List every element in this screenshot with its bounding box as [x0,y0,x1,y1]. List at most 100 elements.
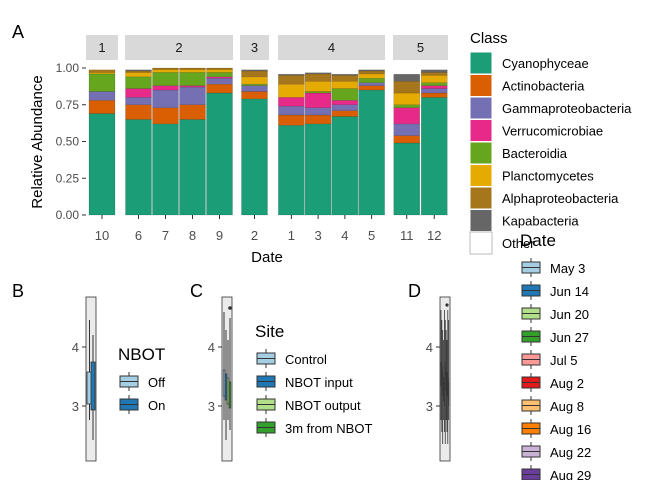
legend-label: Other [502,236,535,251]
facet-strip-label: 4 [328,40,335,55]
facet-strip [86,35,118,60]
legend-key [469,164,493,187]
facet-strip-label: 2 [175,40,182,55]
stacked-bar-segment [241,98,268,216]
box-body [222,369,226,397]
y-tick-label: 0.50 [56,135,80,149]
legend-label: Alphaproteobacteria [502,191,619,206]
stacked-bar-segment [241,70,268,78]
x-tick-label: 2 [251,228,258,243]
legend-key [469,74,493,97]
stacked-bar-segment [304,92,332,108]
stacked-bar-segment [179,119,206,216]
stacked-bar-segment [304,114,332,125]
legend-title-class: Class [470,30,508,47]
legend-label: Verrucomicrobiae [502,124,603,139]
box-body [442,372,444,396]
stacked-bar-segment [358,89,385,216]
panel-label-d: D [408,281,421,301]
box-body [224,373,228,401]
box-body [440,362,442,386]
x-tick-label: 3 [315,228,322,243]
box-body [445,367,447,391]
legend-label: NBOT output [285,398,361,413]
stacked-bar-segment [358,67,385,70]
stacked-bar-segment [206,69,233,73]
y-tick-label: 3 [426,399,433,414]
y-tick-label: 1.00 [56,61,80,75]
legend-label: Gammaproteobacteria [502,101,632,116]
stacked-bar-segment [88,69,116,73]
stacked-bar-segment [241,91,268,100]
stacked-bar-segment [125,76,152,89]
box-body [444,362,446,386]
stacked-bar-segment [278,114,305,126]
x-tick-label: 7 [162,228,169,243]
y-axis-title: Relative Abundance [29,75,46,208]
x-tick-label: 12 [427,228,441,243]
y-tick-label: 4 [426,340,433,355]
stacked-bar-segment [152,69,179,73]
stacked-bar-segment [152,72,179,86]
y-tick-label: 3 [72,399,79,414]
stacked-bar-segment [331,110,359,117]
legend-label: May 3 [550,261,585,276]
box-outlier [445,303,449,307]
legend-label: Jun 27 [550,330,589,345]
stacked-bar-segment [241,85,268,92]
legend-key [469,51,493,75]
legend-key [469,209,493,232]
facet-strip-label: 1 [98,40,105,55]
y-tick-label: 3 [208,399,215,414]
stacked-bar-segment [393,92,420,105]
stacked-bar-segment [241,76,268,85]
stacked-bar-segment [88,67,116,70]
stacked-bar-segment [179,72,206,86]
stacked-bar-segment [331,67,359,75]
stacked-bar-segment [125,119,152,216]
legend-title-d: Date [520,231,556,250]
stacked-bar-segment [278,105,305,116]
x-tick-label: 8 [189,228,196,243]
legend-label: Kapabacteria [502,214,579,229]
stacked-bar-segment [331,100,359,105]
stacked-bar-segment [358,85,385,91]
stacked-bar-segment [125,88,152,98]
stacked-bar-segment [331,80,359,89]
box-body [226,377,230,405]
facet-strip [278,35,385,60]
stacked-bar-segment [304,123,332,216]
x-tick-label: 1 [288,228,295,243]
stacked-bar-segment [179,86,206,105]
stacked-bar-segment [278,67,305,75]
stacked-bar-segment [278,75,305,85]
stacked-bar-segment [421,88,448,94]
box-body [444,382,445,406]
x-tick-label: 6 [135,228,142,243]
stacked-bar-segment [206,78,233,85]
stacked-bar-segment [331,104,359,111]
stacked-bar-segment [421,92,448,98]
stacked-bar-segment [358,78,385,83]
stacked-bar-segment [179,67,206,70]
stacked-bar-segment [421,97,448,216]
stacked-bar-segment [421,85,448,89]
box-body [448,382,450,406]
stacked-bar-segment [393,104,420,108]
stacked-bar-segment [304,67,332,73]
stacked-bar-segment [421,82,448,86]
box-body [228,381,232,409]
stacked-bar-segment [331,116,359,216]
stacked-bar-segment [304,73,332,82]
legend-label: Aug 22 [550,445,591,460]
stacked-bar-segment [179,104,206,120]
legend-label: NBOT input [285,375,353,390]
stacked-bar-segment [152,107,179,125]
stacked-bar-segment [88,113,116,216]
legend-label: Jun 14 [550,284,589,299]
stacked-bar-segment [88,73,116,92]
stacked-bar-segment [358,82,385,86]
legend-title-b: NBOT [118,345,165,364]
legend-title-c: Site [255,322,284,341]
panel-label-a: A [12,22,24,42]
